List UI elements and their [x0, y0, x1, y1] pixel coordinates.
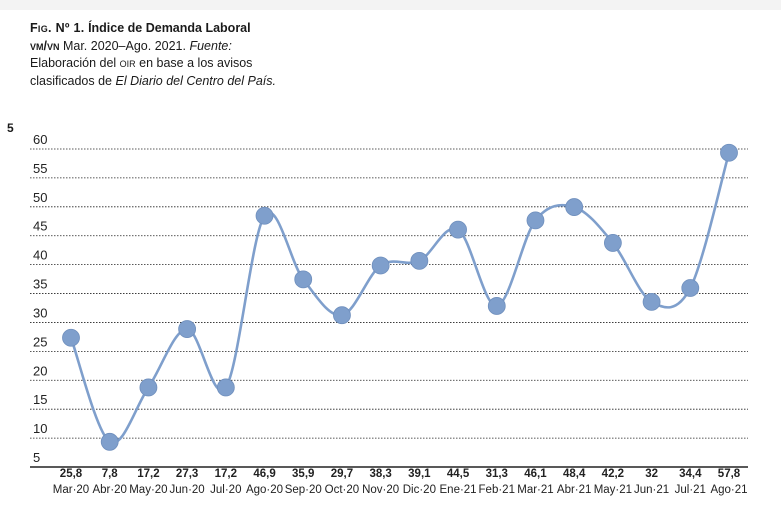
y-tick-label: 35 [33, 277, 47, 292]
y-tick-label: 50 [33, 190, 47, 205]
data-point [642, 292, 661, 311]
x-tick-label: Jun·21 [634, 484, 669, 496]
x-tick-label: Abr·20 [92, 484, 127, 496]
value-label: 35,9 [292, 468, 314, 480]
figure-number: Fig. Nº 1. [30, 21, 85, 35]
data-point [100, 432, 119, 451]
page-number: 5 [7, 121, 14, 135]
y-tick-label: 55 [33, 161, 47, 176]
x-tick-label: May·20 [129, 484, 167, 496]
figure-acronym: vm/vn [30, 38, 60, 53]
y-tick-label: 25 [33, 334, 47, 349]
value-label: 48,4 [563, 468, 586, 480]
y-tick-label: 15 [33, 392, 47, 407]
x-tick-label: Abr·21 [557, 484, 592, 496]
value-label: 29,7 [331, 468, 353, 480]
value-label: 44,5 [447, 468, 470, 480]
figure-caption: Fig. Nº 1. Índice de Demanda Laboral vm/… [30, 20, 280, 90]
value-label: 42,2 [602, 468, 624, 480]
x-tick-label: Dic·20 [403, 484, 436, 496]
value-label: 31,3 [486, 468, 508, 480]
source-org: oir [119, 56, 136, 70]
source-label: Fuente: [189, 38, 232, 53]
source-text-1: Elaboración del [30, 56, 117, 70]
y-tick-label: 30 [33, 305, 47, 320]
data-point [371, 256, 390, 275]
value-label: 27,3 [176, 468, 198, 480]
y-tick-label: 5 [33, 450, 40, 465]
data-point [255, 206, 274, 225]
data-point [681, 279, 700, 297]
value-label: 46,1 [524, 468, 547, 480]
y-tick-label: 60 [33, 132, 47, 147]
source-text-2: en base a los avisos clasificados de [30, 56, 253, 88]
x-tick-label: Jun·20 [170, 484, 205, 496]
y-tick-label: 20 [33, 363, 47, 378]
y-tick-label: 40 [33, 248, 47, 263]
data-point [720, 143, 738, 162]
x-tick-label: Sep·20 [285, 484, 322, 496]
data-point [487, 297, 506, 315]
value-label: 7,8 [102, 468, 119, 480]
x-tick-label: Jul·20 [210, 484, 241, 496]
data-point [178, 320, 197, 338]
x-tick-label: Ene·21 [440, 484, 477, 496]
x-tick-label: Feb·21 [479, 484, 515, 496]
value-label: 25,8 [60, 468, 83, 480]
data-point [216, 378, 235, 397]
x-tick-label: Oct·20 [325, 484, 360, 496]
value-label: 17,2 [137, 468, 159, 480]
data-point [294, 270, 313, 289]
value-label: 32 [645, 468, 658, 480]
value-label: 57,8 [718, 468, 741, 480]
data-point [603, 234, 622, 252]
x-tick-label: Mar·21 [517, 484, 553, 496]
data-point [565, 198, 584, 216]
x-tick-label: Nov·20 [362, 484, 399, 496]
x-tick-label: Jul·21 [675, 484, 706, 496]
x-tick-label: May·21 [594, 484, 632, 496]
value-label: 38,3 [369, 468, 391, 480]
x-tick-label: Mar·20 [53, 484, 89, 496]
data-point [410, 251, 429, 270]
data-point [526, 211, 545, 230]
data-point [62, 328, 80, 347]
x-tick-label: Ago·20 [246, 484, 283, 496]
y-tick-label: 45 [33, 219, 47, 234]
data-point [333, 306, 351, 325]
value-label: 17,2 [215, 468, 237, 480]
figure-period: Mar. 2020–Ago. 2021. [62, 38, 186, 53]
data-point [449, 220, 467, 239]
value-label: 39,1 [408, 468, 431, 480]
value-label: 46,9 [253, 468, 275, 480]
y-tick-label: 10 [33, 421, 47, 436]
x-tick-label: Ago·21 [710, 484, 747, 496]
data-point [139, 378, 158, 397]
value-label: 34,4 [679, 468, 702, 480]
series-line [69, 152, 731, 445]
top-strip [0, 0, 781, 10]
figure-title: Índice de Demanda Laboral [88, 21, 251, 35]
newspaper-name: El Diario del Centro del País. [115, 73, 276, 88]
